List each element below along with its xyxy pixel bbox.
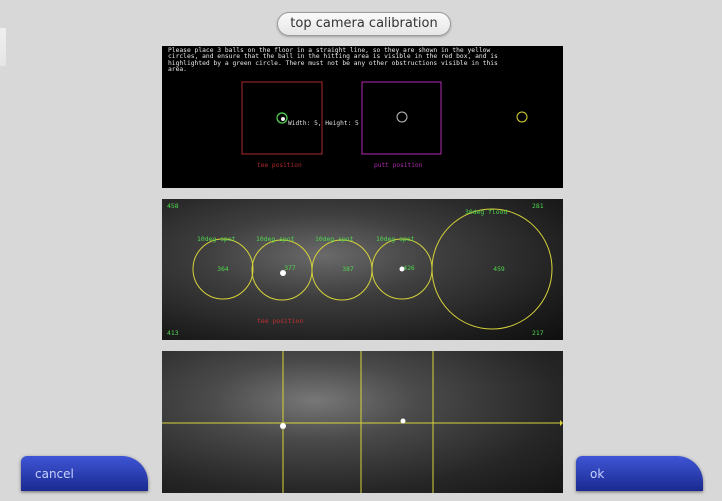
flood-circle: [431, 208, 553, 330]
flood-value: 459: [493, 265, 505, 273]
mid-tee-position-label: tee position: [257, 317, 303, 325]
ok-button[interactable]: ok: [576, 456, 703, 491]
putt-position-label: putt position: [374, 162, 423, 169]
spot-value-4: 426: [403, 264, 415, 272]
corner-top-right-value: 281: [532, 202, 544, 210]
spot-label-4: 10deg spot: [376, 235, 415, 243]
arrow-right-icon: [560, 420, 563, 426]
page-title: top camera calibration: [277, 12, 451, 36]
tee-position-label: tee position: [257, 162, 302, 169]
cancel-button[interactable]: cancel: [21, 456, 148, 491]
spot-value-2: 377: [284, 264, 296, 272]
tee-ball: [281, 117, 285, 121]
spot-circle-2: [251, 239, 313, 301]
spot-label-3: 10deg spot: [315, 235, 354, 243]
ball-in-spot-4: [399, 266, 405, 272]
tee-ball-highlight: [276, 112, 288, 124]
putt-box: [361, 81, 442, 155]
grid-ball-2: [400, 418, 406, 424]
grid-overlay: [162, 351, 563, 493]
grid-alignment-view: [162, 351, 563, 493]
instructions-text: Please place 3 balls on the floor in a s…: [168, 47, 498, 74]
left-edge-marker: [0, 28, 6, 66]
spot-label-2: 10deg spot: [256, 235, 295, 243]
spot-overlay: 458 281 413 217 10deg spot 10deg spot 10…: [167, 202, 553, 337]
spot-circle-1: [192, 238, 254, 300]
tee-box: [241, 81, 323, 155]
spot-value-3: 387: [342, 265, 354, 273]
corner-bottom-right-value: 217: [532, 329, 544, 337]
putt-ball-marker: [396, 111, 408, 123]
spot-label-1: 10deg spot: [197, 235, 236, 243]
corner-top-left-value: 458: [167, 202, 179, 210]
spot-calibration-view: 458 281 413 217 10deg spot 10deg spot 10…: [162, 199, 563, 340]
ball-in-spot-2: [280, 270, 286, 276]
spot-value-1: 364: [217, 265, 229, 273]
ball-size-readout: Width: 5, Height: 5: [288, 120, 359, 127]
corner-bottom-left-value: 413: [167, 329, 179, 337]
calibration-overlay: Width: 5, Height: 5 tee position putt po…: [241, 81, 528, 169]
flood-label: 30deg flood: [465, 208, 507, 216]
far-ball-marker: [516, 111, 528, 123]
calibration-instructions-panel: Please place 3 balls on the floor in a s…: [162, 46, 563, 188]
grid-ball-1: [280, 423, 286, 429]
